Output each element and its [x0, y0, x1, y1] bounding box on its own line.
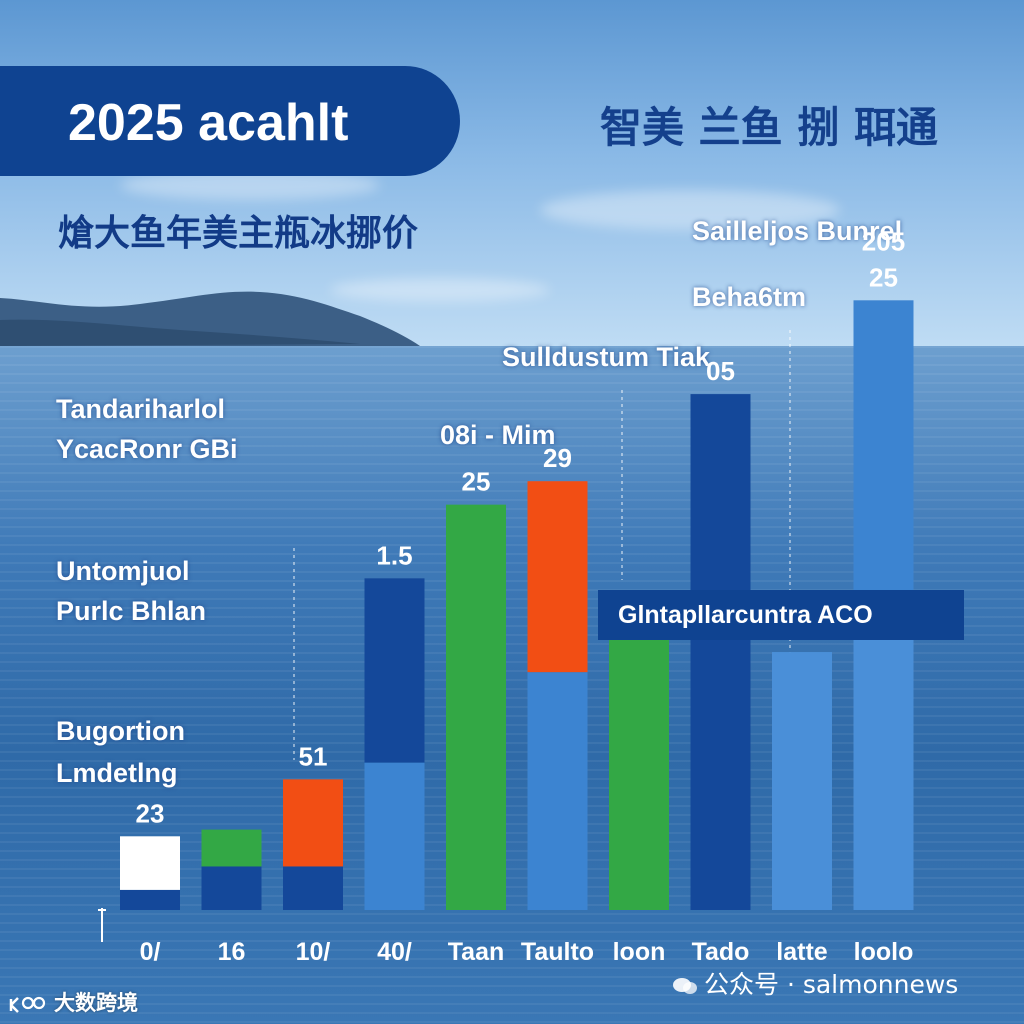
cloud [330, 278, 550, 302]
side-label: Purlc Bhlan [56, 596, 207, 626]
side-label: YcacRonr GBi [56, 434, 238, 464]
x-tick-label: Taan [448, 938, 505, 966]
annotation-obi: 08i - Mim [440, 420, 556, 450]
x-tick-label: Tado [692, 938, 750, 966]
side-label: Lmdetlng [56, 758, 178, 788]
annotation-box: Glntapllarcuntra ACO [598, 590, 964, 640]
x-tick-label: 10/ [296, 938, 331, 966]
bar-segment [772, 652, 832, 910]
sea-ripples [0, 346, 1024, 1024]
bar-segment [283, 779, 343, 867]
value-label: 29 [543, 443, 572, 473]
x-tick-label: 0/ [140, 938, 161, 966]
x-tick-label: 40/ [377, 938, 412, 966]
bar-segment [283, 866, 343, 910]
chinese-title: 智美 兰鱼 捌 聑通 [600, 103, 938, 152]
bar-segment [201, 866, 262, 910]
bar-segment [364, 578, 425, 763]
bar-segment [527, 481, 588, 673]
value-label: 05 [706, 356, 735, 386]
watermark-wechat: 公众号 · salmonnews [672, 962, 958, 1008]
bar-segment [201, 829, 262, 867]
title-banner [0, 66, 460, 176]
bar-segment [527, 672, 588, 910]
bar-segment [446, 504, 506, 910]
side-label: Bugortion [56, 716, 185, 746]
x-tick-label: loolo [854, 938, 914, 966]
sea [0, 346, 1024, 1024]
value-label: 25 [462, 467, 491, 497]
bar-segment [609, 615, 669, 910]
x-tick-label: 16 [218, 938, 246, 966]
annotation-top-right: Sailleljos Bunrel [692, 216, 903, 246]
side-label: Untomjuol [56, 556, 190, 586]
bar-segment [120, 836, 180, 890]
x-tick-label: Taulto [521, 938, 594, 966]
value-label: 23 [136, 798, 165, 828]
value-label: 25 [869, 262, 898, 292]
bar-segment [364, 762, 425, 910]
value-label: 51 [299, 741, 328, 771]
island-icon [0, 291, 420, 346]
chart-title: 2025 acahlt [68, 94, 349, 152]
annotation-beha6tm: Beha6tm [692, 282, 807, 312]
bar-segment [690, 394, 751, 911]
x-tick-label: latte [776, 938, 828, 966]
bar-segment [120, 889, 180, 910]
x-tick-label: loon [613, 938, 666, 966]
cloud [540, 190, 840, 230]
value-label: 1.5 [376, 540, 412, 570]
wechat-icon [673, 978, 697, 994]
chinese-subtitle: 熗大鱼年美主瓶冰挪价 [58, 213, 419, 254]
annotation-sulldustum: Sulldustum Tiak [502, 342, 711, 372]
watermark-brand: 大数跨境 [8, 986, 138, 1020]
watermark-left-text: 大数跨境 [54, 991, 138, 1015]
bar-segment [853, 300, 914, 619]
value-label: 205 [862, 226, 905, 256]
bar-segment [853, 618, 914, 910]
brand-logo-icon [9, 996, 46, 1013]
side-label: Tandariharlol [56, 394, 226, 424]
watermark-text: 公众号 · salmonnews [704, 970, 959, 999]
